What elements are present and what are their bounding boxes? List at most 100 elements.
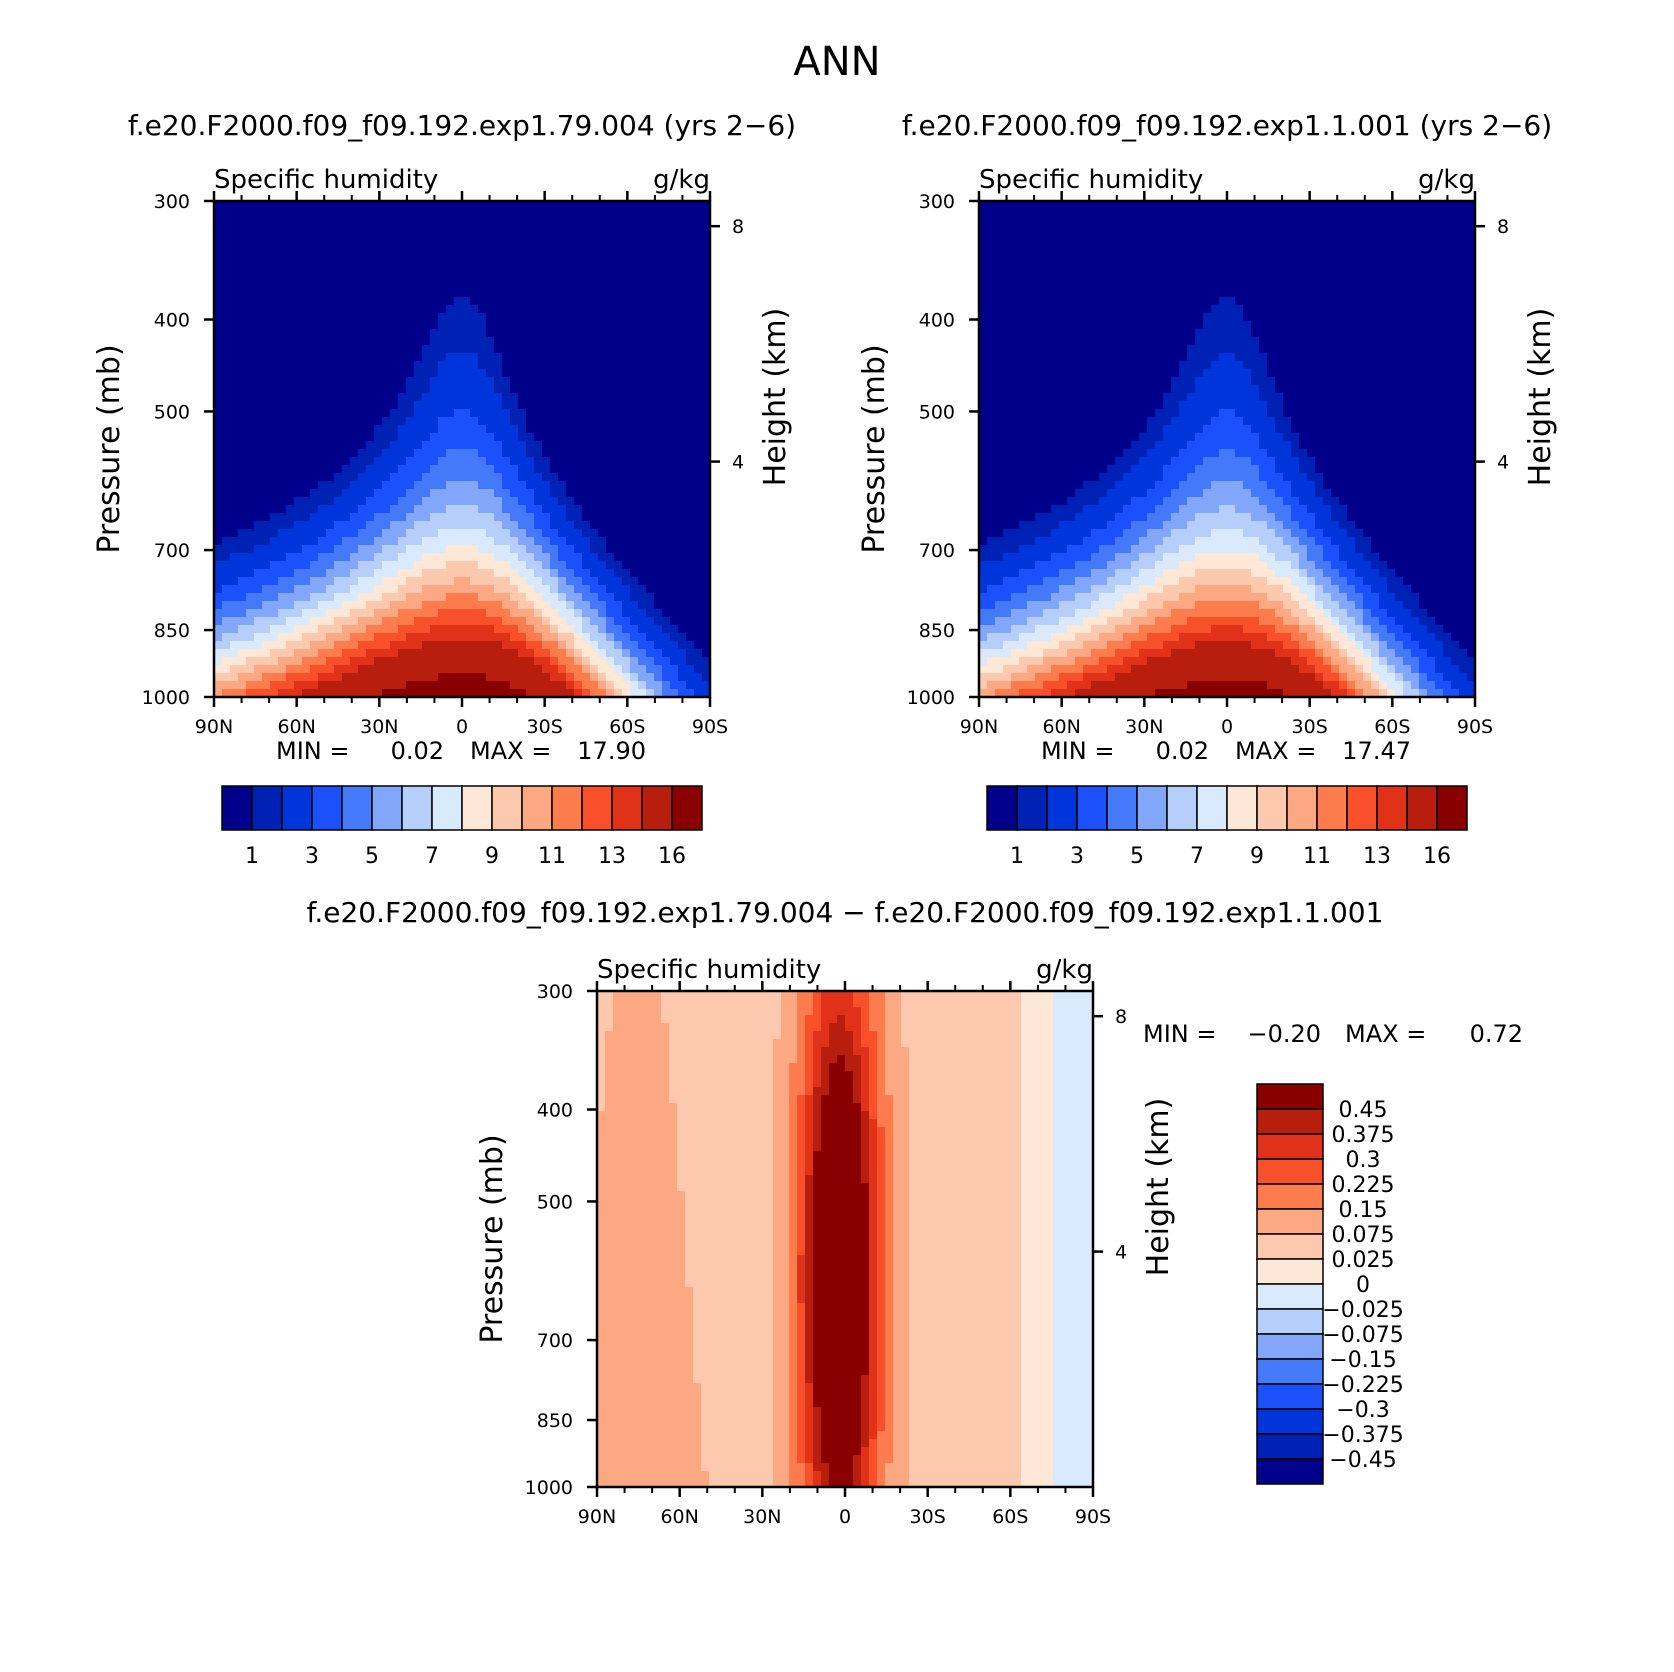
contour-cell [590,385,599,394]
contour-cell [1299,257,1308,266]
contour-cell [326,505,335,514]
contour-cell [302,345,311,354]
contour-cell [462,569,471,578]
contour-cell [398,577,407,586]
contour-cell [1403,313,1412,322]
contour-cell [486,529,495,538]
contour-cell [334,633,343,642]
contour-cell [254,233,263,242]
contour-cell [1451,265,1460,274]
contour-cell [1323,233,1332,242]
contour-cell [702,361,710,370]
contour-cell [374,673,383,682]
contour-cell [630,353,639,362]
contour-cell [1075,265,1084,274]
contour-cell [518,553,527,562]
contour-cell [366,593,375,602]
contour-cell [558,353,567,362]
contour-cell [550,225,559,234]
contour-cell [494,577,503,586]
contour-cell [654,569,663,578]
contour-cell [494,593,503,602]
contour-cell [1267,225,1276,234]
contour-cell [1435,329,1444,338]
contour-cell [374,505,383,514]
contour-cell [398,505,407,514]
contour-cell [334,401,343,410]
contour-cell [590,329,599,338]
contour-cell [606,689,615,697]
contour-cell [1291,257,1300,266]
contour-cell [638,337,647,346]
contour-cell [574,649,583,658]
contour-cell [510,601,519,610]
contour-cell [1427,257,1436,266]
contour-cell [574,633,583,642]
contour-cell [606,441,615,450]
contour-cell [326,601,335,610]
contour-cell [414,329,423,338]
contour-cell [1011,281,1020,290]
contour-cell [1043,241,1052,250]
contour-cell [414,625,423,634]
contour-cell [550,449,559,458]
contour-cell [270,689,279,697]
contour-cell [1331,273,1340,282]
contour-cell [1051,265,1060,274]
contour-cell [302,465,311,474]
panel-title: f.e20.F2000.f09_f09.192.exp1.79.004 (yrs… [128,109,796,142]
contour-cell [334,585,343,594]
contour-cell [278,673,287,682]
contour-cell [374,633,383,642]
contour-cell [478,209,487,218]
contour-cell [1259,209,1268,218]
contour-cell [670,217,679,226]
contour-cell [222,489,231,498]
contour-cell [510,593,519,602]
contour-cell [286,201,295,210]
contour-cell [638,425,647,434]
contour-cell [406,673,415,682]
contour-cell [702,297,710,306]
contour-cell [1043,273,1052,282]
contour-cell [350,593,359,602]
contour-cell [470,545,479,554]
contour-cell [230,289,239,298]
contour-cell [358,409,367,418]
contour-cell [694,553,703,562]
contour-cell [214,209,223,218]
contour-cell [478,329,487,338]
contour-cell [462,489,471,498]
contour-cell [382,201,391,210]
contour-cell [486,361,495,370]
contour-cell [1251,289,1260,298]
contour-cell [310,553,319,562]
contour-cell [534,625,543,634]
contour-cell [526,305,535,314]
contour-cell [310,409,319,418]
contour-cell [366,353,375,362]
contour-cell [678,249,687,258]
contour-cell [1419,273,1428,282]
contour-cell [1011,225,1020,234]
contour-cell [1147,233,1156,242]
contour-cell [486,249,495,258]
contour-cell [254,385,263,394]
contour-cell [534,249,543,258]
contour-cell [302,665,311,674]
contour-cell [342,353,351,362]
contour-cell [1435,249,1444,258]
colorbar-swatch [671,785,703,831]
contour-cell [246,241,255,250]
contour-cell [422,633,431,642]
contour-cell [222,329,231,338]
contour-cell [1339,225,1348,234]
contour-cell [438,593,447,602]
contour-cell [1267,241,1276,250]
contour-cell [1243,321,1252,330]
contour-cell [414,657,423,666]
contour-cell [1267,209,1276,218]
contour-cell [694,457,703,466]
contour-cell [246,513,255,522]
contour-cell [1307,321,1316,330]
